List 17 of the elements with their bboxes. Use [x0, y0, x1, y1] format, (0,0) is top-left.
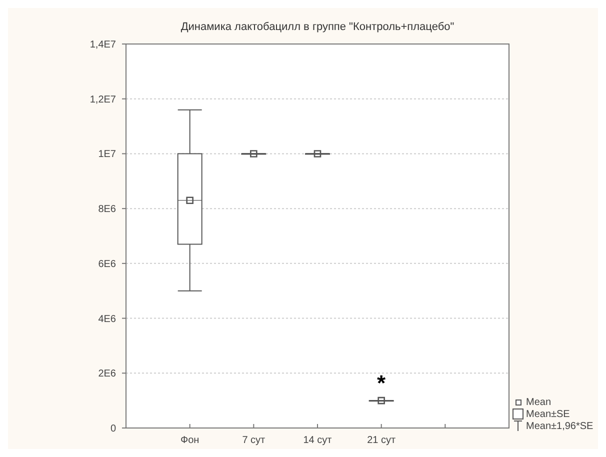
- x-tick-label: 14 сут: [303, 435, 332, 446]
- text: Mean±SE: [526, 409, 570, 420]
- y-tick-label: 6E6: [98, 258, 116, 270]
- text: Mean: [526, 397, 552, 408]
- x-tick-label: Фон: [180, 435, 200, 446]
- annotation: *: [377, 370, 386, 396]
- y-tick-label: 1,2E7: [90, 94, 116, 106]
- x-tick-label: 7 сут: [242, 435, 266, 446]
- y-tick-label: 4E6: [98, 314, 116, 325]
- chart-title: Динамика лактобацилл в группе "Контроль+плацебо": [180, 21, 454, 33]
- y-tick-label: 8E6: [98, 204, 116, 216]
- y-tick-label: 2E6: [98, 368, 116, 380]
- y-tick-label: 1,4E7: [90, 40, 116, 50]
- text: Mean±1,96*SE: [526, 421, 594, 432]
- y-tick-label: 1E7: [98, 149, 116, 160]
- y-tick-label: 0: [110, 424, 116, 434]
- x-tick-label: 21 сут: [367, 435, 396, 446]
